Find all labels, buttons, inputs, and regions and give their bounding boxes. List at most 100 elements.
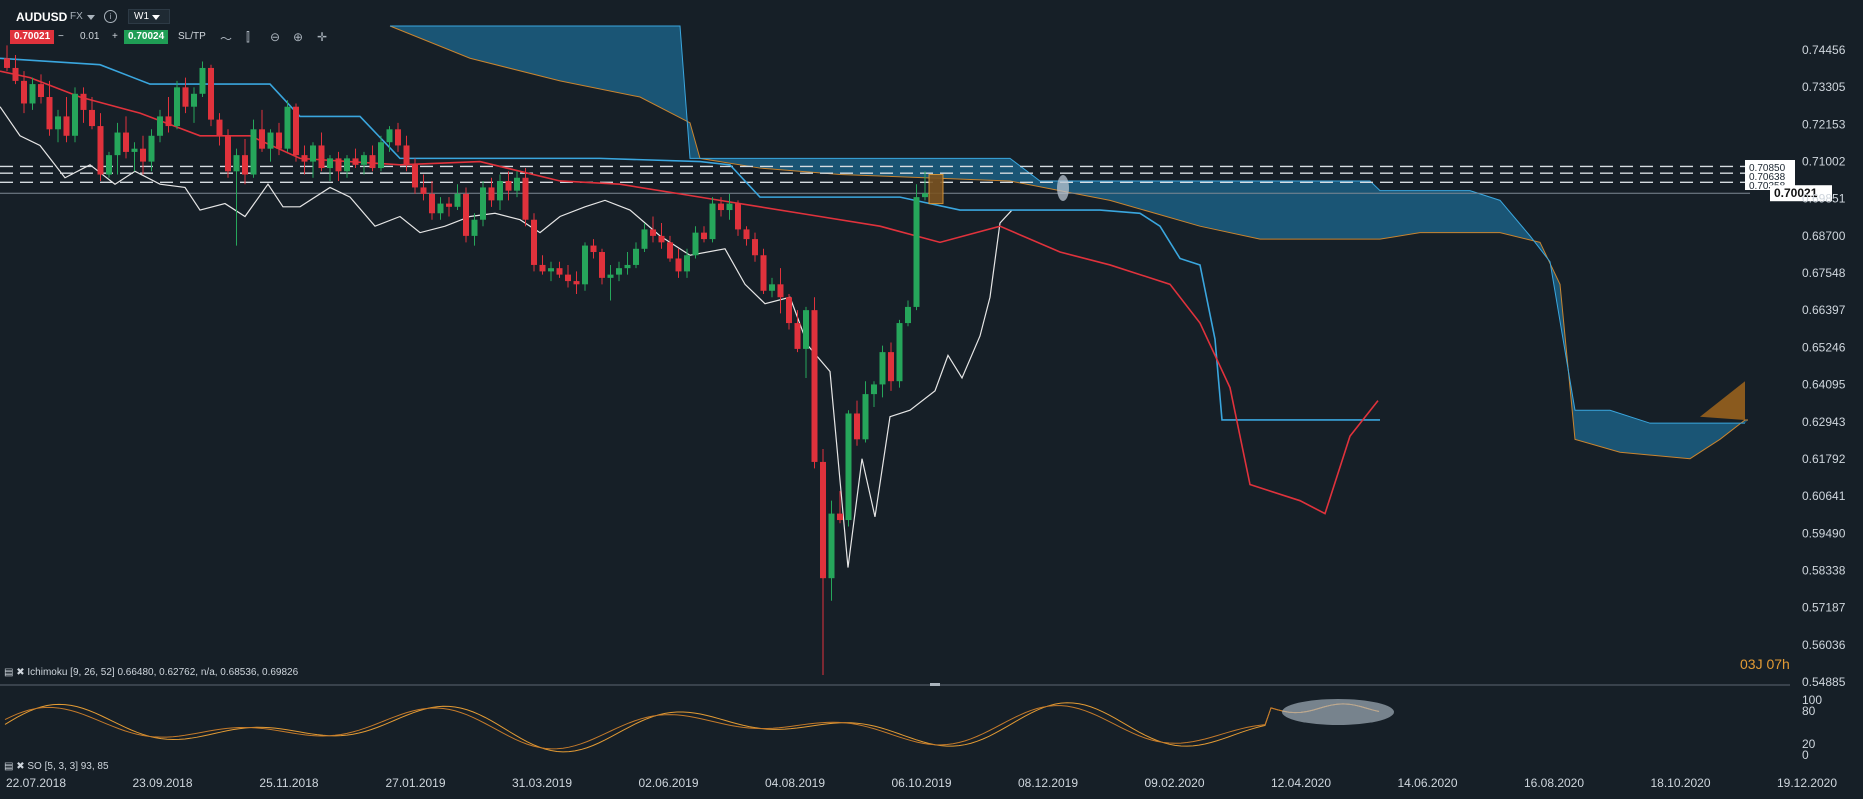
candle-body [63, 116, 70, 136]
y-tick-label: 0.71002 [1802, 155, 1846, 169]
ichimoku-cloud [389, 25, 1748, 460]
ichimoku-lines [0, 57, 1380, 568]
x-tick-label: 19.12.2020 [1777, 776, 1837, 790]
so-tick-label: 100 [1802, 693, 1822, 707]
info-icon[interactable]: i [104, 10, 117, 23]
candle-body [616, 268, 622, 275]
line-chart-icon[interactable]: 〜 [220, 32, 233, 46]
zoom-in-icon[interactable]: ⊕ [293, 30, 304, 44]
candle-body [480, 187, 486, 220]
candle-body [769, 284, 775, 291]
candle-body [539, 264, 546, 272]
y-tick-label: 0.57187 [1802, 601, 1846, 615]
candle-body [72, 93, 78, 136]
timeframe-select[interactable]: W1 [128, 9, 170, 24]
candle-body [565, 274, 571, 282]
candle-body [743, 229, 750, 240]
current-price-label: 0.70021 [1774, 186, 1818, 200]
volume-increase-button[interactable]: + [112, 31, 118, 42]
y-tick-label: 0.64095 [1802, 378, 1846, 392]
candle-body [573, 281, 580, 285]
buy-price-button[interactable]: 0.70024 [124, 30, 169, 44]
candle-body [361, 155, 367, 165]
candle-body [794, 323, 801, 349]
candle-body [276, 132, 282, 149]
candle-body [888, 352, 894, 382]
candle-body [913, 197, 920, 307]
zoom-out-icon[interactable]: ⊖ [270, 30, 281, 44]
candle-body [225, 135, 231, 172]
candle-body [157, 116, 163, 136]
candle-body [446, 203, 452, 207]
crosshair-icon[interactable]: ✛ [317, 30, 328, 44]
candle-body [199, 67, 206, 94]
market-label[interactable]: FX [70, 11, 83, 22]
candle-body [327, 158, 333, 169]
indicator-settings-icon[interactable]: ▤ ✖ [4, 667, 28, 678]
kijun-sen [0, 57, 1380, 421]
candle-body [692, 232, 699, 256]
candle-body [624, 264, 631, 269]
candle-body [420, 187, 427, 194]
market-dropdown-icon[interactable] [87, 15, 95, 20]
indicator-settings-icon[interactable]: ▤ ✖ [4, 761, 28, 772]
candle-body [174, 87, 180, 127]
candle-body [497, 180, 503, 201]
y-tick-label: 0.74456 [1802, 43, 1846, 57]
so-tick-label: 0 [1802, 748, 1809, 762]
sltp-button[interactable]: SL/TP [178, 31, 206, 42]
price-axis: 0.74456 0.73305 0.72153 0.71002 0.69851 0.687… [1802, 43, 1846, 689]
candle-body [233, 155, 240, 172]
so-label: ▤ ✖ SO [5, 3, 3] 93, 85 [4, 761, 109, 772]
candle-body [250, 129, 257, 175]
candle-body [55, 116, 61, 130]
candle-body [131, 148, 138, 152]
candle-body [607, 274, 614, 278]
candle-body [650, 229, 656, 236]
candle-body [80, 93, 87, 110]
ichimoku-values: Ichimoku [9, 26, 52] 0.66480, 0.62762, n… [27, 667, 299, 678]
candles-icon[interactable]: ⫿ [246, 30, 250, 44]
candle-body [777, 284, 784, 298]
highlight-ellipse [1057, 175, 1069, 201]
volume-decrease-button[interactable]: − [58, 31, 64, 42]
sell-price-button[interactable]: 0.70021 [10, 30, 55, 44]
x-tick-label: 25.11.2018 [259, 776, 318, 790]
y-tick-label: 0.73305 [1802, 80, 1846, 94]
candle-body [140, 148, 146, 162]
x-tick-label: 18.10.2020 [1650, 776, 1710, 790]
candle-body [386, 129, 393, 143]
candle-body [89, 109, 95, 127]
y-tick-label: 0.60641 [1802, 489, 1846, 503]
timeframe-dropdown-icon[interactable] [152, 15, 160, 20]
candle-body [701, 232, 707, 240]
candle-body [811, 310, 818, 462]
price-tag-label: 0.70358 [1749, 181, 1786, 192]
candle-body [191, 93, 197, 107]
candle-body [454, 193, 461, 207]
candle-body [854, 413, 860, 440]
candle-body [259, 129, 265, 149]
volume-input[interactable]: 0.01 [80, 31, 100, 42]
candle-body [318, 145, 325, 169]
senkou-span-b [390, 25, 1745, 424]
candle-body [97, 126, 104, 175]
candle-body [675, 258, 682, 272]
y-tick-label: 0.65246 [1802, 340, 1846, 354]
so-k-line [4, 702, 1380, 753]
x-tick-label: 02.06.2019 [638, 776, 698, 790]
candle-body [46, 97, 53, 130]
x-tick-label: 04.08.2019 [765, 776, 825, 790]
candle-body [267, 132, 274, 149]
y-tick-label: 0.59490 [1802, 526, 1846, 540]
y-tick-label: 0.69851 [1802, 192, 1846, 206]
y-tick-label: 0.66397 [1802, 303, 1846, 317]
candle-body [658, 235, 665, 243]
chikou-span [0, 106, 1013, 568]
x-tick-label: 09.02.2020 [1144, 776, 1204, 790]
candle-body [352, 158, 359, 165]
candle-body [828, 513, 835, 579]
time-axis: 22.07.2018 23.09.2018 25.11.2018 27.01.2019… [6, 776, 1837, 790]
symbol-label[interactable]: AUDUSD [16, 10, 68, 24]
